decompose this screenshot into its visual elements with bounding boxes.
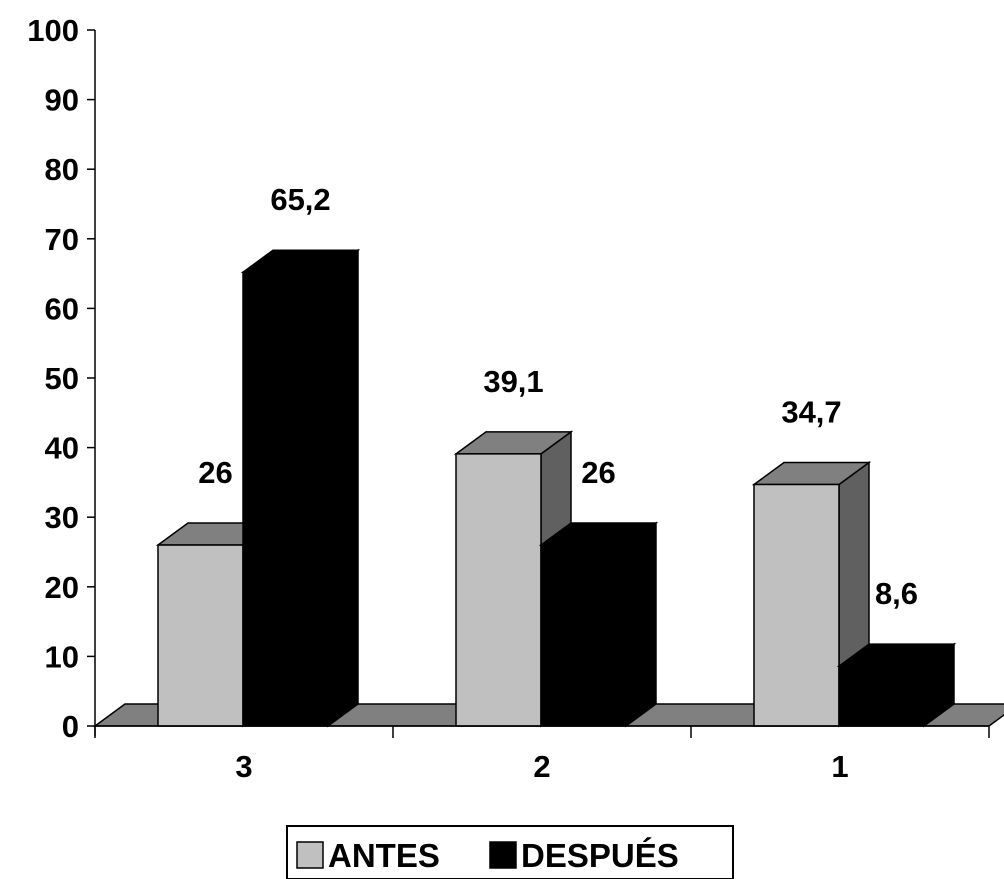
data-label: 34,7 <box>781 394 841 429</box>
data-label: 39,1 <box>483 364 543 399</box>
y-tick-label: 50 <box>45 361 79 396</box>
legend-swatch <box>296 841 324 869</box>
bar-front-face <box>753 483 840 727</box>
bars <box>155 248 957 728</box>
bar-front-face <box>540 544 627 727</box>
y-tick-label: 100 <box>27 13 79 48</box>
y-tick-label: 60 <box>45 291 79 326</box>
bar-después-2 <box>538 521 659 728</box>
bar-después-1 <box>836 642 957 728</box>
x-category-label: 3 <box>235 749 252 784</box>
y-axis: 0 10 20 30 40 50 60 70 80 90 100 <box>27 13 96 744</box>
x-axis: 3 2 1 <box>94 725 990 784</box>
bar-front-face <box>455 453 542 727</box>
value-labels: 26 65,2 39,1 26 34,7 8,6 <box>198 182 918 611</box>
data-label: 26 <box>198 455 232 490</box>
data-label: 26 <box>581 455 615 490</box>
data-label: 8,6 <box>875 576 918 611</box>
legend: ANTES DESPUÉS <box>286 825 734 879</box>
legend-label: DESPUÉS <box>521 837 679 874</box>
bar-después-3 <box>240 248 361 728</box>
bar-front-face <box>242 271 329 727</box>
legend-label: ANTES <box>328 837 440 874</box>
legend-swatch <box>489 841 517 869</box>
bar-front-face <box>157 544 244 727</box>
y-tick-label: 70 <box>45 222 79 257</box>
y-tick-label: 10 <box>45 639 79 674</box>
y-tick-label: 40 <box>45 431 79 466</box>
bar-side-face <box>327 248 359 728</box>
y-tick-label: 80 <box>45 152 79 187</box>
x-category-label: 1 <box>831 749 848 784</box>
data-label: 65,2 <box>270 182 330 217</box>
y-tick-label: 90 <box>45 83 79 118</box>
bar-front-face <box>838 665 925 727</box>
x-category-label: 2 <box>533 749 550 784</box>
y-tick-label: 0 <box>62 709 79 744</box>
y-tick-label: 20 <box>45 570 79 605</box>
y-tick-label: 30 <box>45 500 79 535</box>
bar-side-face <box>625 521 657 728</box>
